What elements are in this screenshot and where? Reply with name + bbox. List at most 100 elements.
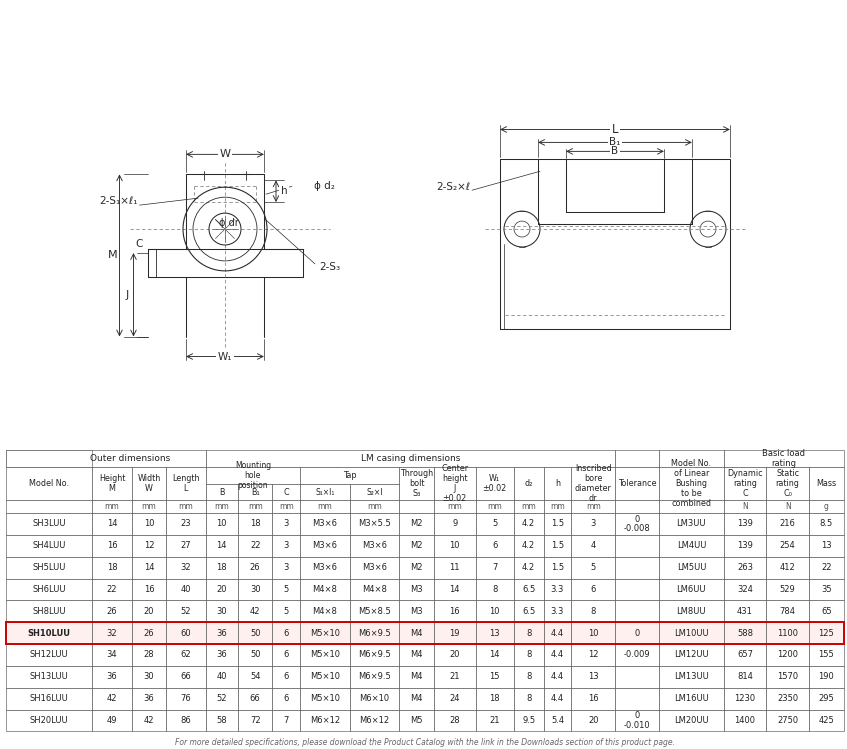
Text: 657: 657 [737,650,753,659]
Text: Mounting
hole
position: Mounting hole position [235,461,271,490]
Text: 18: 18 [250,519,261,528]
Text: 8: 8 [526,694,531,703]
Text: 1.5: 1.5 [551,563,564,572]
Text: LM8UU: LM8UU [677,607,706,616]
Text: M5×10: M5×10 [310,650,340,659]
Text: mm: mm [105,502,119,511]
Text: M5×8.5: M5×8.5 [358,607,391,616]
Bar [767,601,809,622]
Text: 20: 20 [144,607,154,616]
Text: 28: 28 [144,650,154,659]
Text: Center
height
J
±0.02: Center height J ±0.02 [441,464,468,503]
Text: 2-S₂×ℓ: 2-S₂×ℓ [436,182,470,192]
Text: M3×5.5: M3×5.5 [358,519,391,528]
Text: 49: 49 [107,716,118,725]
Bar [300,666,350,688]
Bar [615,644,659,666]
Text: 76: 76 [180,694,191,703]
Bar [238,513,273,535]
Text: S₁×l₁: S₁×l₁ [315,488,335,497]
Text: 190: 190 [818,673,834,682]
Bar [809,666,844,688]
Bar [513,709,544,732]
Text: 6.5: 6.5 [522,585,535,594]
Bar [92,578,131,601]
Bar [300,535,350,557]
Text: 36: 36 [107,673,118,682]
Bar [206,666,238,688]
Bar [350,500,400,513]
Text: 32: 32 [107,628,118,637]
Bar [513,535,544,557]
Text: LM casing dimensions: LM casing dimensions [361,454,460,463]
Bar [92,557,131,578]
Text: 8: 8 [492,585,497,594]
Bar [6,500,92,513]
Bar [350,709,400,732]
Text: 9.5: 9.5 [522,716,535,725]
Bar [659,578,723,601]
Bar [206,450,615,467]
Text: 412: 412 [780,563,795,572]
Bar [350,666,400,688]
Text: Width
W: Width W [137,474,161,493]
Bar [400,500,434,513]
Text: LM20UU: LM20UU [674,716,709,725]
Text: 16: 16 [107,542,118,551]
Text: 16: 16 [588,694,599,703]
Text: SH8LUU: SH8LUU [32,607,66,616]
Text: 1200: 1200 [778,650,798,659]
Bar [300,557,350,578]
Bar [166,500,206,513]
Bar [475,500,513,513]
Text: M2: M2 [411,519,423,528]
Bar [572,666,615,688]
Text: 1400: 1400 [734,716,756,725]
Bar [206,557,238,578]
Text: 14: 14 [450,585,460,594]
Bar [6,450,206,467]
Bar [659,601,723,622]
Text: 10: 10 [144,519,154,528]
Bar [92,601,131,622]
Bar [92,709,131,732]
Text: 8: 8 [526,650,531,659]
Bar [92,500,131,513]
Text: Outer dimensions: Outer dimensions [90,454,169,463]
Bar [273,485,300,500]
Text: 42: 42 [107,694,118,703]
Text: M6×9.5: M6×9.5 [358,650,391,659]
Text: M4×8: M4×8 [313,585,337,594]
Text: 26: 26 [144,628,154,637]
Bar [513,644,544,666]
Bar [513,688,544,709]
Text: SH5LUU: SH5LUU [32,563,66,572]
Bar [238,709,273,732]
Bar [615,688,659,709]
Bar [659,467,723,500]
Bar [572,622,615,644]
Bar [544,535,572,557]
Bar [238,485,273,500]
Bar [767,467,809,500]
Bar [400,688,434,709]
Bar [300,578,350,601]
Text: L: L [612,123,618,136]
Bar [166,644,206,666]
Text: 4.4: 4.4 [551,694,564,703]
Bar [544,513,572,535]
Bar [131,557,166,578]
Text: 1230: 1230 [734,694,756,703]
Bar [723,601,767,622]
Bar [434,622,475,644]
Text: 36: 36 [216,628,227,637]
Bar [659,500,723,513]
Bar [475,622,513,644]
Text: 50: 50 [250,650,260,659]
Bar [475,709,513,732]
Text: 588: 588 [737,628,753,637]
Bar [273,644,300,666]
Text: 6: 6 [590,585,596,594]
Bar [273,601,300,622]
Text: 814: 814 [737,673,753,682]
